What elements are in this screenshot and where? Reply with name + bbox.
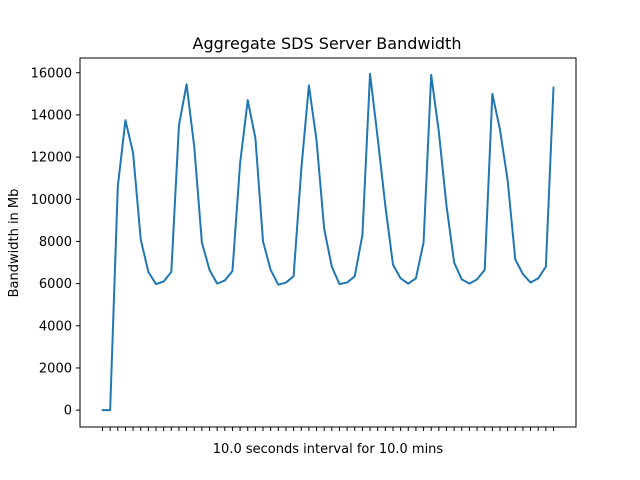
chart-title: Aggregate SDS Server Bandwidth — [193, 34, 462, 53]
bandwidth-series-line — [101, 72, 555, 412]
y-tick-label: 16000 — [31, 66, 72, 81]
y-tick-label: 12000 — [31, 151, 72, 166]
y-tick-label: 0 — [64, 404, 72, 419]
y-tick-label: 2000 — [39, 361, 72, 376]
y-axis-ticks: 0 2000 4000 6000 8000 10000 12000 14000 16000 — [31, 66, 80, 419]
y-axis-label: Bandwidth in Mb — [7, 189, 22, 298]
x-axis-label: 10.0 seconds interval for 10.0 mins — [213, 442, 444, 457]
y-tick-label: 6000 — [39, 277, 72, 292]
y-tick-label: 10000 — [31, 193, 72, 208]
y-tick-label: 14000 — [31, 108, 72, 123]
y-tick-label: 8000 — [39, 235, 72, 250]
plot-frame — [79, 57, 577, 428]
x-axis-ticks — [102, 427, 554, 431]
y-tick-label: 4000 — [39, 319, 72, 334]
